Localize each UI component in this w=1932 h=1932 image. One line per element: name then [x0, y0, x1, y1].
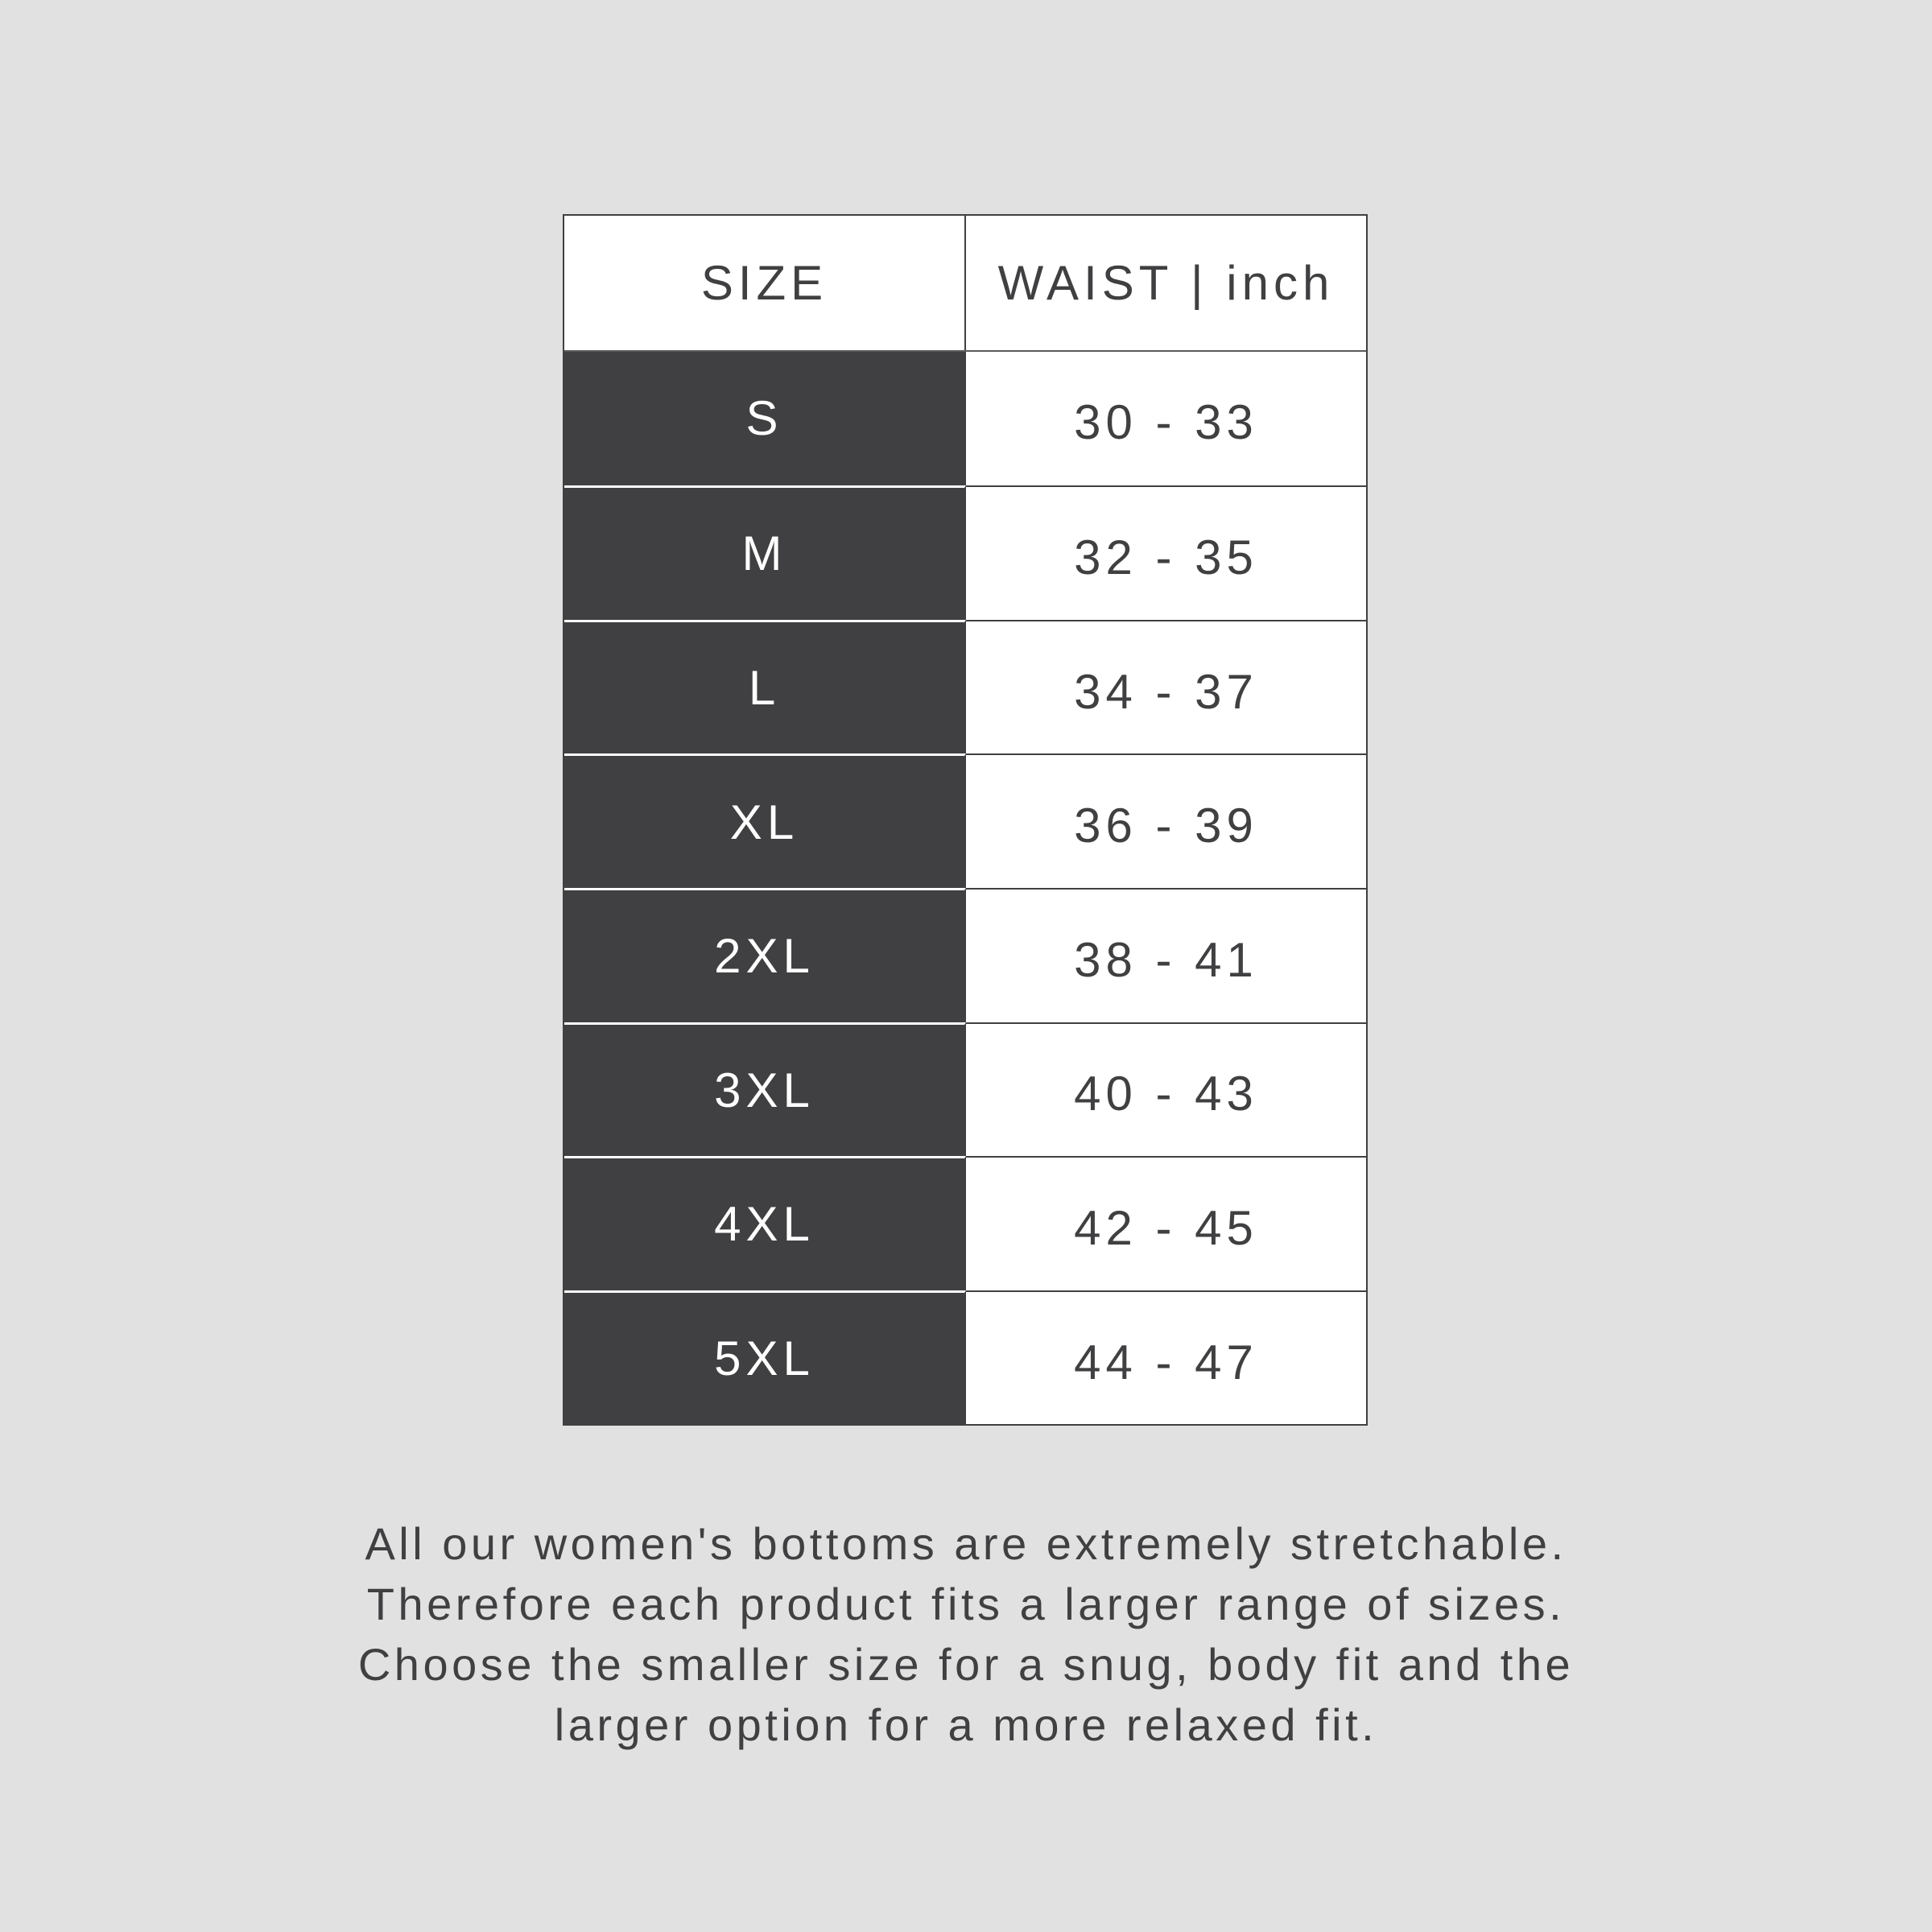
size-cell: S — [564, 351, 966, 486]
note-line: Choose the smaller size for a snug, body… — [357, 1639, 1575, 1690]
size-cell: 2XL — [564, 887, 966, 1022]
table-row: XL 36 - 39 — [564, 753, 1366, 888]
waist-cell: 34 - 37 — [966, 619, 1366, 754]
header-size: SIZE — [564, 216, 966, 350]
table-row: L 34 - 37 — [564, 619, 1366, 754]
size-chart-table: SIZE WAIST | inch S 30 - 33 M 32 - 35 L 34 - … — [563, 214, 1368, 1426]
fit-note: All our women's bottoms are extremely st… — [0, 1513, 1932, 1755]
table-row: 2XL 38 - 41 — [564, 887, 1366, 1022]
size-cell: 5XL — [564, 1290, 966, 1425]
table-row: 5XL 44 - 47 — [564, 1290, 1366, 1425]
waist-cell: 30 - 33 — [966, 351, 1366, 486]
table-row: S 30 - 33 — [564, 351, 1366, 486]
size-cell: M — [564, 485, 966, 620]
waist-cell: 36 - 39 — [966, 753, 1366, 888]
table-row: 3XL 40 - 43 — [564, 1022, 1366, 1157]
note-line: larger option for a more relaxed fit. — [554, 1699, 1378, 1750]
size-cell: 4XL — [564, 1156, 966, 1290]
header-waist: WAIST | inch — [966, 216, 1366, 350]
waist-cell: 38 - 41 — [966, 887, 1366, 1022]
waist-cell: 42 - 45 — [966, 1156, 1366, 1290]
table-header-row: SIZE WAIST | inch — [564, 216, 1366, 352]
note-line: Therefore each product fits a larger ran… — [366, 1579, 1566, 1629]
table-row: 4XL 42 - 45 — [564, 1156, 1366, 1290]
size-cell: L — [564, 619, 966, 754]
size-cell: XL — [564, 753, 966, 888]
table-row: M 32 - 35 — [564, 485, 1366, 620]
waist-cell: 40 - 43 — [966, 1022, 1366, 1157]
note-line: All our women's bottoms are extremely st… — [365, 1518, 1567, 1569]
size-cell: 3XL — [564, 1022, 966, 1157]
waist-cell: 44 - 47 — [966, 1290, 1366, 1425]
waist-cell: 32 - 35 — [966, 485, 1366, 620]
